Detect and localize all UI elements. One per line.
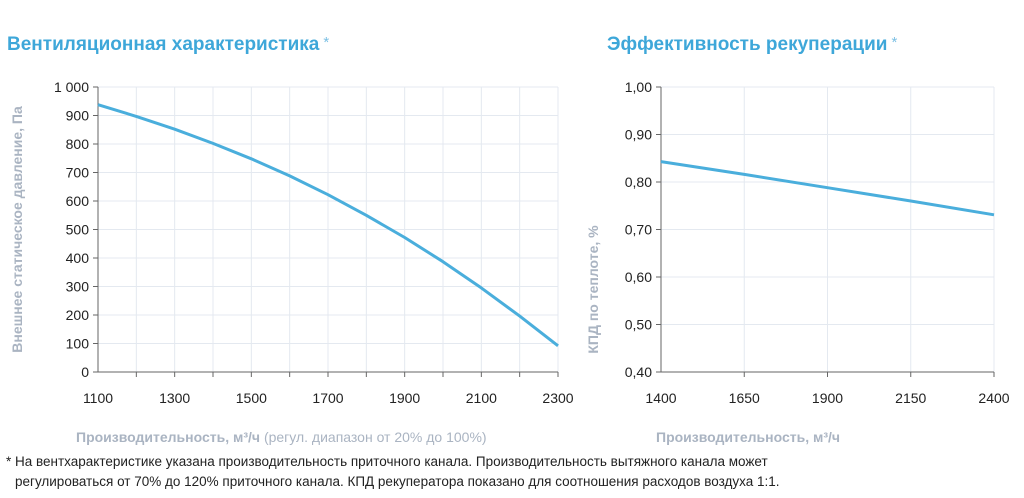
footnote-line-2: регулироваться от 70% до 120% приточного… xyxy=(15,474,780,489)
y-tick-label: 600 xyxy=(66,193,90,209)
y-tick-label: 800 xyxy=(66,136,90,152)
y-tick-label: 300 xyxy=(66,279,90,295)
x-tick-label: 2400 xyxy=(978,390,1009,406)
y-tick-label: 1,00 xyxy=(625,79,652,95)
y-tick-label: 0,90 xyxy=(625,127,652,143)
chart2-title: Эффективность рекуперации * xyxy=(607,34,898,55)
series-line xyxy=(660,160,995,217)
y-tick-label: 0 xyxy=(81,364,89,380)
x-tick-label: 1400 xyxy=(645,390,676,406)
x-tick-label: 2300 xyxy=(542,390,573,406)
x-tick-label: 1900 xyxy=(812,390,843,406)
chart1-xlabel: Производительность, м³/ч (регул. диапазо… xyxy=(76,429,487,445)
y-axis-label: Внешнее статическое давление, Па xyxy=(9,106,25,353)
chart2-xlabel: Производительность, м³/ч xyxy=(656,429,841,445)
y-tick-label: 400 xyxy=(66,250,90,266)
x-tick-label: 1500 xyxy=(236,390,267,406)
x-tick-label: 1900 xyxy=(389,390,420,406)
x-tick-label: 1650 xyxy=(729,390,760,406)
x-tick-label: 2100 xyxy=(466,390,497,406)
y-tick-label: 1 000 xyxy=(54,79,89,95)
footnote: * На вентхарактеристике указана производ… xyxy=(6,452,780,492)
x-tick-label: 1300 xyxy=(159,390,190,406)
x-tick-label: 1700 xyxy=(312,390,343,406)
series-line xyxy=(97,103,559,347)
y-axis-label: КПД по теплоте, % xyxy=(585,225,601,354)
footnote-line-1: * На вентхарактеристике указана производ… xyxy=(6,454,768,469)
y-tick-label: 100 xyxy=(66,336,90,352)
y-tick-label: 700 xyxy=(66,165,90,181)
y-tick-label: 900 xyxy=(66,108,90,124)
y-tick-label: 0,50 xyxy=(625,317,652,333)
y-tick-label: 0,70 xyxy=(625,222,652,238)
y-tick-label: 500 xyxy=(66,222,90,238)
y-tick-label: 0,80 xyxy=(625,174,652,190)
x-tick-label: 2150 xyxy=(895,390,926,406)
y-tick-label: 0,40 xyxy=(625,364,652,380)
x-tick-label: 1100 xyxy=(83,390,113,406)
y-tick-label: 0,60 xyxy=(625,269,652,285)
chart1-title: Вентиляционная характеристика * xyxy=(7,34,330,55)
y-tick-label: 200 xyxy=(66,307,90,323)
